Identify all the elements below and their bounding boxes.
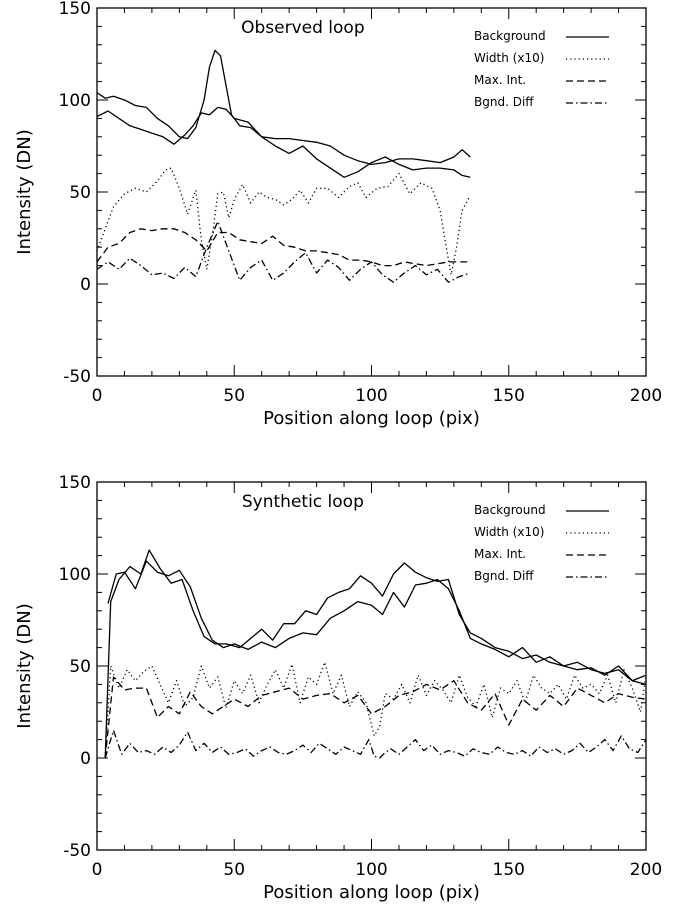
- y-tick-label: 150: [59, 0, 91, 19]
- y-tick-label: -50: [63, 841, 91, 861]
- series-line-3: [104, 676, 647, 759]
- chart-title: Observed loop: [241, 18, 365, 38]
- x-tick-labels: 0 50 100 150 200: [92, 386, 663, 406]
- series-line-1: [96, 106, 471, 178]
- x-axis-label: Position along loop (pix): [263, 408, 480, 429]
- legend-label-bgnd-diff: Bgnd. Diff: [474, 569, 534, 583]
- x-tick-label: 0: [92, 860, 103, 880]
- x-tick-label: 50: [223, 386, 245, 406]
- series-line-0: [104, 549, 647, 759]
- y-tick-label: 0: [80, 749, 91, 769]
- legend-label-max-int: Max. Int.: [474, 73, 526, 87]
- chart-title: Synthetic loop: [242, 492, 364, 512]
- legend-label-bgnd-diff: Bgnd. Diff: [474, 95, 534, 109]
- series-line-0: [96, 49, 471, 166]
- plot-border: [96, 7, 647, 377]
- x-tick-label: 50: [223, 860, 245, 880]
- plot-frame: [96, 481, 647, 851]
- y-tick-label: 100: [59, 565, 91, 585]
- y-tick-label: 150: [59, 473, 91, 493]
- series-lines: [104, 549, 647, 759]
- series-line-1: [107, 560, 647, 686]
- y-tick-labels: -50 0 50 100 150: [59, 0, 91, 387]
- x-tick-label: 0: [92, 386, 103, 406]
- series-line-3: [96, 228, 471, 267]
- series-lines: [96, 49, 471, 283]
- series-line-4: [104, 729, 647, 759]
- x-tick-label: 100: [355, 860, 387, 880]
- series-line-2: [96, 167, 471, 276]
- y-tick-label: 100: [59, 91, 91, 111]
- x-tick-labels: 0 50 100 150 200: [92, 860, 663, 880]
- y-tick-label: -50: [63, 367, 91, 387]
- legend-label-max-int: Max. Int.: [474, 547, 526, 561]
- y-axis-label: Intensity (DN): [14, 603, 35, 728]
- synthetic-loop-panel: Synthetic loop Position along loop (pix)…: [14, 473, 662, 903]
- series-line-4: [96, 220, 471, 283]
- plot-frame: [96, 7, 647, 377]
- y-tick-labels: -50 0 50 100 150: [59, 473, 91, 861]
- x-tick-label: 200: [630, 860, 662, 880]
- y-tick-label: 50: [69, 657, 91, 677]
- y-axis-label: Intensity (DN): [14, 129, 35, 254]
- x-tick-label: 150: [493, 386, 525, 406]
- legend-label-width: Width (x10): [474, 525, 544, 539]
- legend-label-width: Width (x10): [474, 51, 544, 65]
- observed-loop-panel: Observed loop Position along loop (pix) …: [14, 0, 662, 429]
- legend-label-background: Background: [474, 503, 546, 517]
- legend: Background Width (x10) Max. Int. Bgnd. D…: [474, 503, 609, 583]
- x-tick-label: 100: [355, 386, 387, 406]
- x-axis-label: Position along loop (pix): [263, 882, 480, 903]
- series-line-2: [104, 661, 647, 759]
- legend-label-background: Background: [474, 29, 546, 43]
- x-tick-label: 150: [493, 860, 525, 880]
- x-tick-label: 200: [630, 386, 662, 406]
- y-tick-label: 0: [80, 275, 91, 295]
- legend: Background Width (x10) Max. Int. Bgnd. D…: [474, 29, 609, 109]
- y-tick-label: 50: [69, 183, 91, 203]
